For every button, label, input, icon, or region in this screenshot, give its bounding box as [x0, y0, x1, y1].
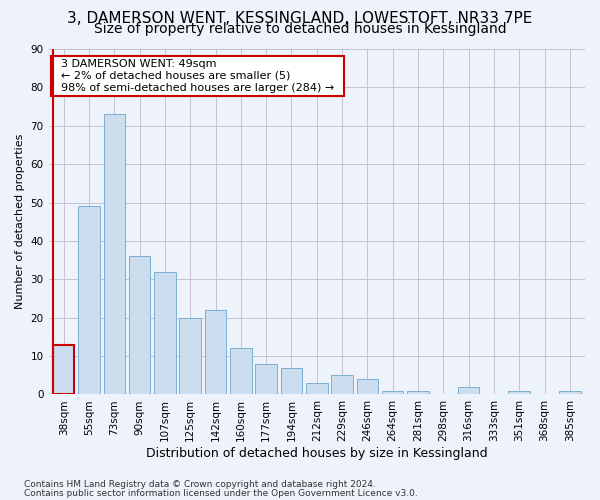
Bar — [78, 206, 100, 394]
Bar — [281, 368, 302, 394]
Bar — [407, 390, 429, 394]
Text: Contains HM Land Registry data © Crown copyright and database right 2024.: Contains HM Land Registry data © Crown c… — [24, 480, 376, 489]
Bar — [508, 390, 530, 394]
Bar — [154, 272, 176, 394]
Bar — [129, 256, 151, 394]
Y-axis label: Number of detached properties: Number of detached properties — [15, 134, 25, 310]
Text: 3, DAMERSON WENT, KESSINGLAND, LOWESTOFT, NR33 7PE: 3, DAMERSON WENT, KESSINGLAND, LOWESTOFT… — [67, 11, 533, 26]
Bar — [382, 390, 403, 394]
Text: 3 DAMERSON WENT: 49sqm
  ← 2% of detached houses are smaller (5)
  98% of semi-d: 3 DAMERSON WENT: 49sqm ← 2% of detached … — [54, 60, 341, 92]
Bar — [205, 310, 226, 394]
Text: Size of property relative to detached houses in Kessingland: Size of property relative to detached ho… — [94, 22, 506, 36]
Bar — [306, 383, 328, 394]
Bar — [559, 390, 581, 394]
Bar — [179, 318, 201, 394]
Bar — [104, 114, 125, 394]
Bar — [53, 344, 74, 395]
Bar — [356, 379, 378, 394]
Bar — [331, 376, 353, 394]
Bar — [458, 387, 479, 394]
X-axis label: Distribution of detached houses by size in Kessingland: Distribution of detached houses by size … — [146, 447, 488, 460]
Bar — [230, 348, 251, 395]
Bar — [256, 364, 277, 394]
Text: Contains public sector information licensed under the Open Government Licence v3: Contains public sector information licen… — [24, 488, 418, 498]
